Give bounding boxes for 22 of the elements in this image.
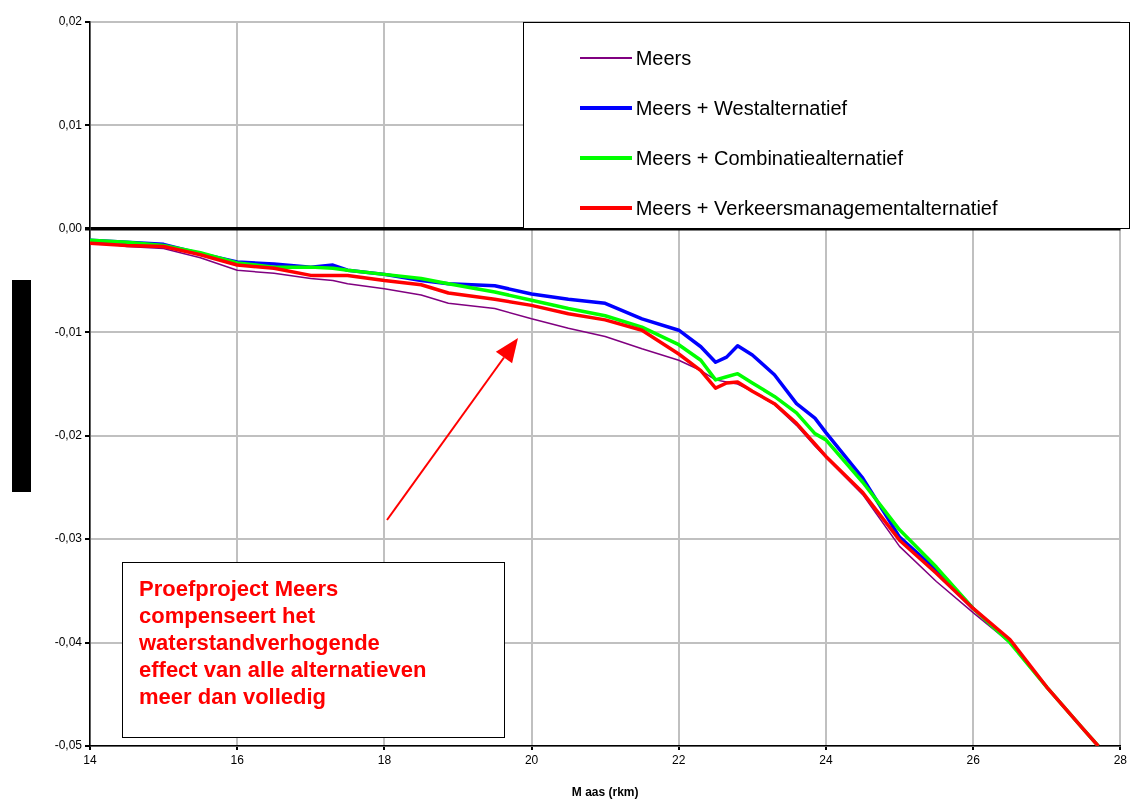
y-tick-label: -0,04 [54, 634, 83, 649]
y-tick-label: -0,03 [54, 531, 83, 546]
x-tick-label: 24 [819, 752, 833, 767]
x-tick-label: 18 [377, 752, 392, 767]
x-tick-label: 28 [1113, 752, 1128, 767]
legend-label: Meers [635, 46, 692, 70]
x-tick-label: 16 [230, 752, 245, 767]
y-tick-label: -0,02 [54, 428, 83, 443]
x-tick-label: 26 [966, 752, 981, 767]
x-axis-title: M aas (rkm) [571, 785, 639, 800]
x-tick-label: 14 [83, 752, 97, 767]
y-tick-label: 0,02 [58, 14, 83, 29]
legend-label: Meers + Combinatiealternatief [635, 146, 904, 170]
y-tick-label: -0,01 [54, 324, 83, 339]
legend-label: Meers + Verkeersmanagementalternatief [635, 196, 998, 220]
y-tick-label: -0,05 [54, 738, 83, 753]
y-tick-label: 0,01 [58, 117, 83, 132]
x-tick-label: 20 [524, 752, 539, 767]
y-tick-label: 0,00 [58, 221, 83, 236]
x-tick-label: 22 [672, 752, 686, 767]
legend-label: Meers + Westalternatief [635, 96, 848, 120]
text-box: Proefproject Meers compenseert het waterstandverhogende effect van alle alternatieven meer dan volledig [122, 562, 505, 738]
